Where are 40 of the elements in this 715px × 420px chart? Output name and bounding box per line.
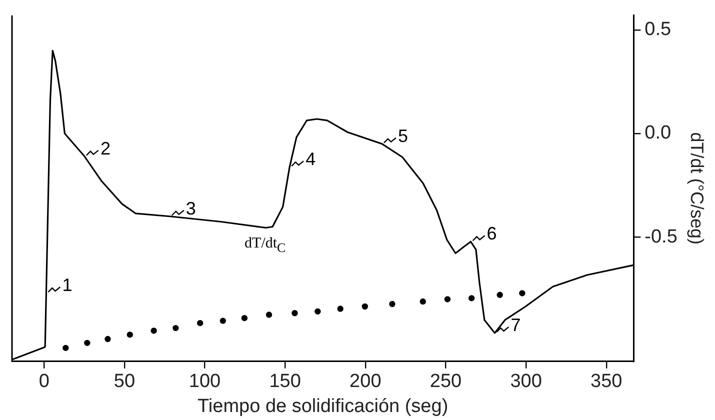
x-tick-label: 350 [590,371,622,392]
x-tick-label: 200 [350,371,382,392]
point [362,303,368,310]
point [172,324,179,332]
annotation: 5 [398,126,408,146]
point [266,312,272,318]
x-tick-label: 300 [510,371,542,392]
point [241,315,248,322]
point [420,298,426,305]
x-tick-label: 0 [38,371,50,392]
x-tick-label: 50 [114,371,136,392]
x-tick-label: 250 [430,371,462,392]
point [389,300,396,308]
annotation: 4 [306,149,316,170]
y-tick-label: -0.5 [644,226,678,248]
annotation: 7 [510,314,521,335]
point [468,295,475,302]
point [62,344,69,352]
point [519,290,526,296]
annotation: 2 [100,138,110,158]
point [126,332,134,338]
x-axis-title: Tiempo de solidificación (seg) [198,396,448,417]
point [292,310,298,316]
point [220,318,226,324]
y-tick-label: 0.5 [644,19,672,40]
y-axis-title: dT/dt (°C/seg) [687,132,708,245]
x-tick-label: 150 [269,371,301,392]
point [496,292,503,298]
point [104,336,111,342]
point [444,296,451,302]
x-tick-label: 100 [188,371,221,392]
point [197,320,204,326]
annotation: 1 [62,274,72,295]
point [84,340,90,346]
point [337,306,344,312]
annotation: 6 [486,224,497,244]
annotation: 3 [186,198,196,218]
point [314,308,321,315]
point [150,328,157,334]
y-tick-label: 0.0 [644,122,672,144]
